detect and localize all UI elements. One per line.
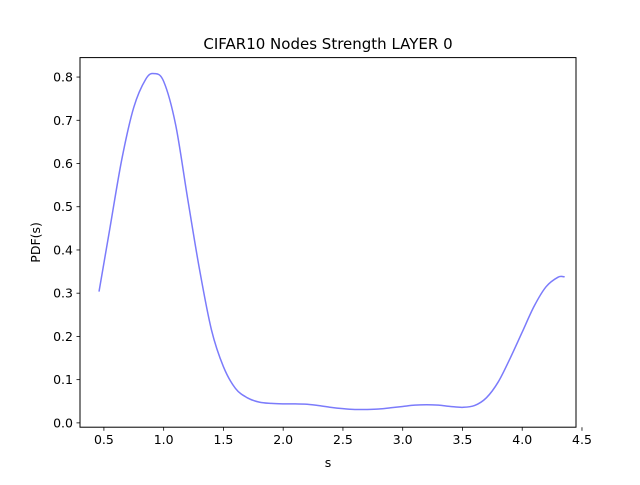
y-axis-ticks: 0.0 0.1 0.2 0.3 0.4 0.5 0.6 0.7 0.8	[53, 70, 80, 430]
y-axis-title: PDF(s)	[28, 222, 43, 263]
x-tick-label: 1.0	[154, 432, 174, 447]
y-tick-label: 0.5	[53, 199, 73, 214]
plot-area	[98, 72, 565, 411]
x-tick-label: 1.5	[213, 432, 233, 447]
x-axis-ticks: 0.5 1.0 1.5 2.0 2.5 3.0 3.5 4.0 4.5	[94, 427, 592, 447]
x-tick-label: 2.0	[273, 432, 293, 447]
x-tick-label: 2.5	[333, 432, 353, 447]
y-tick-label: 0.2	[53, 329, 73, 344]
y-tick-label: 0.7	[53, 113, 73, 128]
y-tick-label: 0.4	[53, 242, 73, 257]
y-tick-label: 0.3	[53, 286, 73, 301]
x-tick-label: 3.5	[453, 432, 473, 447]
y-tick-label: 0.8	[53, 70, 73, 85]
series-line-0	[98, 72, 565, 411]
y-tick-label: 0.1	[53, 372, 73, 387]
x-tick-label: 4.0	[512, 432, 532, 447]
x-tick-label: 0.5	[94, 432, 114, 447]
chart-title: CIFAR10 Nodes Strength LAYER 0	[203, 35, 452, 53]
x-tick-label: 3.0	[393, 432, 413, 447]
x-tick-label: 4.5	[572, 432, 592, 447]
axes-frame	[79, 57, 577, 428]
x-axis-title: s	[325, 455, 332, 470]
y-tick-label: 0.0	[53, 415, 73, 430]
y-tick-label: 0.6	[53, 156, 73, 171]
